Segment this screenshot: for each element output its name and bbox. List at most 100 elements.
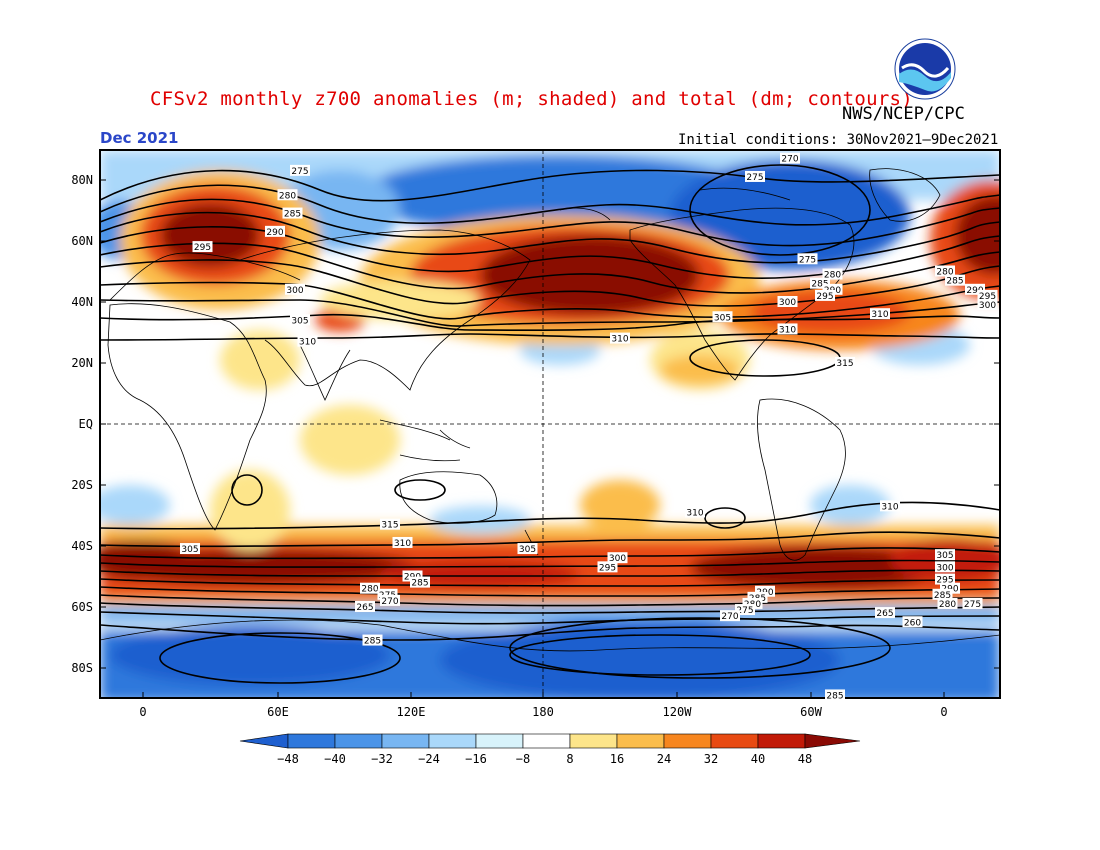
contour-label: 300 [777,296,798,308]
lat-label: 40S [71,539,93,553]
contour-label-text: 305 [519,545,536,555]
contour-label-text: 275 [291,167,308,177]
contour-label-text: 315 [836,359,853,369]
contour-label-text: 285 [934,591,951,601]
contour-label-text: 280 [939,600,956,610]
contour-label-text: 275 [799,255,816,265]
colorbar-swatch [475,733,524,749]
contour-label: 295 [815,289,835,302]
contour-label: 265 [355,601,375,613]
colorbar-tick-label: −16 [465,752,487,766]
contour-label: 285 [362,634,383,647]
contour-label: 285 [945,274,965,287]
contour-label-text: 310 [871,310,888,320]
lon-label: 0 [940,705,947,719]
contour-label: 270 [720,610,740,622]
colorbar-tick-label: 32 [704,752,718,766]
contour-label-text: 300 [779,298,796,308]
contour-label-text: 295 [194,243,211,253]
lon-label: 0 [139,705,146,719]
contour-label-text: 305 [181,545,198,555]
contour-label: 305 [712,311,733,323]
contour-label-text: 275 [746,173,763,183]
contour-label: 275 [797,253,818,265]
colorbar-tick-label: 24 [657,752,671,766]
contour-label: 310 [392,536,413,549]
contour-label-text: 285 [284,210,301,220]
contour-label: 285 [282,207,303,220]
lat-label: 80N [71,173,93,187]
contour-label: 310 [297,335,318,348]
contour-label-text: 265 [876,609,893,619]
colorbar: −48 −40 −32 −24 −16 −8 8 16 24 32 40 48 [239,733,861,766]
colorbar-swatch [522,733,571,749]
contour-label: 300 [285,283,305,296]
contour-label: 300 [977,299,998,311]
contour-label-text: 310 [686,508,703,518]
contour-label-text: 285 [946,277,963,287]
contour-label-text: 270 [781,155,798,165]
colorbar-tick-label: −40 [324,752,346,766]
contour-label-text: 260 [904,618,921,628]
lat-label: 20S [71,478,93,492]
contour-label: 305 [290,314,310,326]
contour-label: 280 [277,189,298,201]
contour-label-text: 305 [714,313,731,323]
contour-label: 260 [902,616,923,628]
colorbar-tick-label: 40 [751,752,765,766]
colorbar-swatch [428,733,477,749]
colorbar-tick-label: −8 [516,752,530,766]
contour-label: 300 [935,561,955,573]
colorbar-swatch [381,733,430,749]
contour-label: 280 [937,597,958,610]
contour-label: 280 [822,268,843,281]
contour-label: 310 [685,506,705,518]
lon-label: 120E [397,705,426,719]
contour-label: 305 [180,543,200,555]
lon-label: 60E [267,705,289,719]
contour-label: 290 [265,225,285,238]
lat-label: EQ [79,417,93,431]
contour-label-text: 300 [609,554,626,564]
contour-label: 285 [410,576,430,589]
contour-label: 275 [962,597,983,610]
contour-label: 270 [380,594,400,607]
lat-label: 40N [71,295,93,309]
graticule [100,150,1000,698]
contour-label-text: 305 [936,551,953,561]
contour-label: 310 [880,500,900,512]
colorbar-tick-label: 8 [566,752,573,766]
contour-label: 295 [935,573,955,586]
contour-label-text: 310 [881,502,898,512]
colorbar-tick-label: −48 [277,752,299,766]
contour-label-text: 305 [291,316,308,326]
colorbar-arrow-high [804,733,861,749]
lon-label: 120W [663,705,693,719]
colorbar-arrow-low [239,733,289,749]
initial-conditions: Initial conditions: 30Nov2021–9Dec2021 [678,132,999,148]
contour-label-text: 280 [824,271,841,281]
contour-label: 280 [935,265,955,278]
contour-label-text: 295 [936,576,953,586]
contour-label-text: 285 [826,691,843,701]
contour-label: 315 [380,518,400,531]
contour-label: 295 [977,289,998,302]
lon-label: 60W [800,705,822,719]
contour-label: 285 [932,588,953,601]
contour-label: 305 [935,549,955,561]
contour-label-text: 310 [611,335,628,345]
colorbar-swatch [334,733,383,749]
longitude-labels: 0 60E 120E 180 120W 60W 0 [139,705,947,719]
contour-label: 275 [745,170,765,183]
contour-label-text: 295 [599,563,616,573]
contour-label-text: 270 [721,612,738,622]
colorbar-swatch [710,733,759,749]
contour-label-text: 300 [286,286,303,296]
contour-label-text: 275 [964,600,981,610]
contour-label: 285 [810,277,830,290]
contour-label-text: 285 [411,579,428,589]
forecast-month: Dec 2021 [100,129,179,147]
colorbar-swatch [757,733,806,749]
